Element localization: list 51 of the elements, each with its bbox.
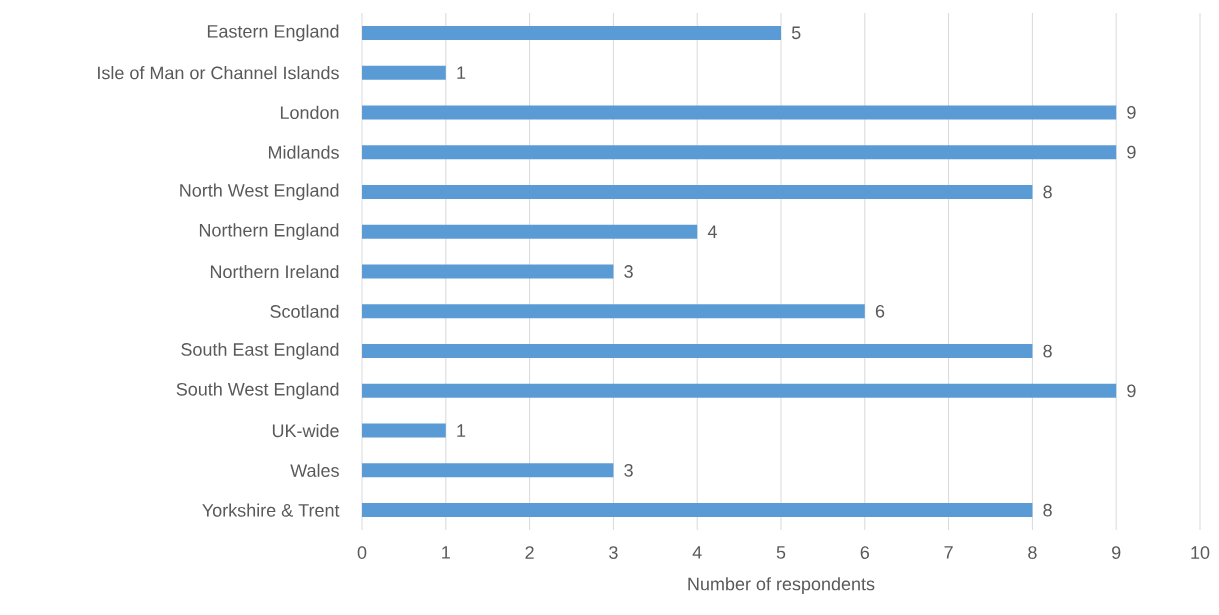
- bar: [362, 224, 698, 239]
- y-tick-label: Isle of Man or Channel Islands: [98, 66, 339, 80]
- data-label: 6: [875, 304, 885, 318]
- data-label: 8: [1043, 503, 1052, 517]
- data-label: 9: [1127, 106, 1136, 119]
- y-tick-label: South West England: [176, 382, 339, 400]
- bar: [362, 105, 1117, 120]
- bar: [362, 463, 614, 478]
- y-tick-label: London: [280, 105, 339, 120]
- bar: [362, 344, 1033, 359]
- bar: [362, 264, 614, 279]
- x-tick-label: 3: [609, 546, 618, 559]
- x-tick-label: 7: [944, 546, 953, 559]
- y-tick-label: South East England: [181, 342, 339, 360]
- data-label: 4: [707, 225, 717, 238]
- x-tick-label: 9: [1112, 546, 1121, 559]
- data-label: 9: [1127, 145, 1136, 159]
- x-tick-label: 8: [1028, 546, 1037, 559]
- bar: [362, 25, 781, 40]
- data-label: 3: [624, 463, 633, 477]
- y-tick-label: Scotland: [270, 304, 339, 318]
- x-tick-label: 1: [442, 546, 450, 559]
- y-tick-label: Northern England: [199, 223, 339, 241]
- bar: [362, 145, 1117, 160]
- bar: [362, 304, 865, 319]
- x-tick-label: 5: [776, 546, 786, 559]
- y-tick-label: North West England: [180, 183, 339, 201]
- data-label: 5: [791, 26, 801, 40]
- x-tick-label: 2: [525, 546, 534, 559]
- data-label: 1: [457, 66, 466, 79]
- data-label: 9: [1127, 384, 1136, 398]
- x-axis-title: Number of respondents: [688, 577, 875, 594]
- y-tick-label: Wales: [290, 463, 339, 477]
- bar: [362, 423, 446, 438]
- data-label: 8: [1043, 185, 1052, 199]
- y-tick-label: Yorkshire & Trent: [202, 503, 340, 517]
- bar: [362, 383, 1117, 398]
- x-tick-label: 0: [357, 546, 367, 559]
- x-tick-label: 4: [692, 546, 702, 559]
- y-tick-label: Midlands: [268, 145, 339, 159]
- bar: [362, 184, 1033, 199]
- y-tick-label: UK-wide: [272, 423, 339, 438]
- bar: [362, 65, 446, 80]
- data-label: 8: [1043, 344, 1052, 358]
- y-tick-label: Eastern England: [207, 24, 339, 42]
- bar: [362, 503, 1033, 518]
- y-tick-label: Northern Ireland: [210, 264, 339, 279]
- x-tick-label: 6: [860, 546, 870, 559]
- data-label: 1: [457, 424, 466, 437]
- data-label: 3: [624, 265, 633, 278]
- x-tick-label: 10: [1191, 546, 1210, 559]
